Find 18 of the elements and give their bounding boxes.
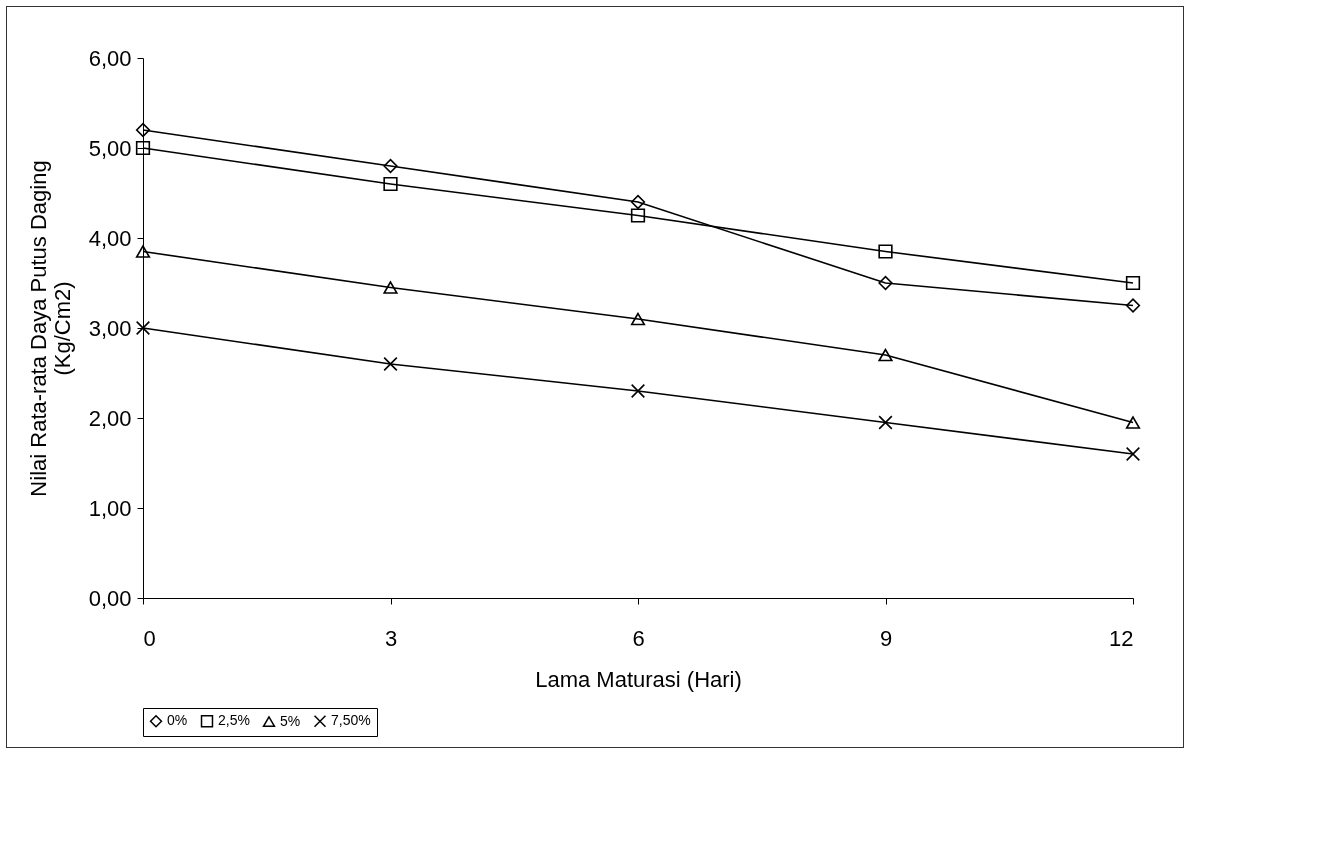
legend-label: 0% [167,712,188,729]
y-tick-label: 2,00 [88,405,132,431]
y-tick-label: 5,00 [88,135,132,161]
legend-label: 5% [280,712,301,729]
x-axis-title: Lama Maturasi (Hari) [535,666,742,692]
x-tick-label: 6 [632,625,645,651]
x-tick-label: 9 [879,625,893,651]
y-axis-title: Nilai Rata-rata Daya Putus Daging (Kg/Cm2) [25,160,75,497]
legend-label: 7,50% [331,712,371,729]
y-tick-label: 1,00 [88,495,132,521]
x-tick-label: 12 [1109,625,1134,651]
y-tick-label: 0,00 [88,585,132,611]
x-tick-label: 3 [384,625,398,651]
y-tick-label: 4,00 [88,225,132,251]
x-tick-label: 0 [143,625,156,651]
y-tick-label: 6,00 [88,45,132,71]
legend-label: 2,5% [218,712,250,729]
y-tick-label: 3,00 [88,315,132,341]
